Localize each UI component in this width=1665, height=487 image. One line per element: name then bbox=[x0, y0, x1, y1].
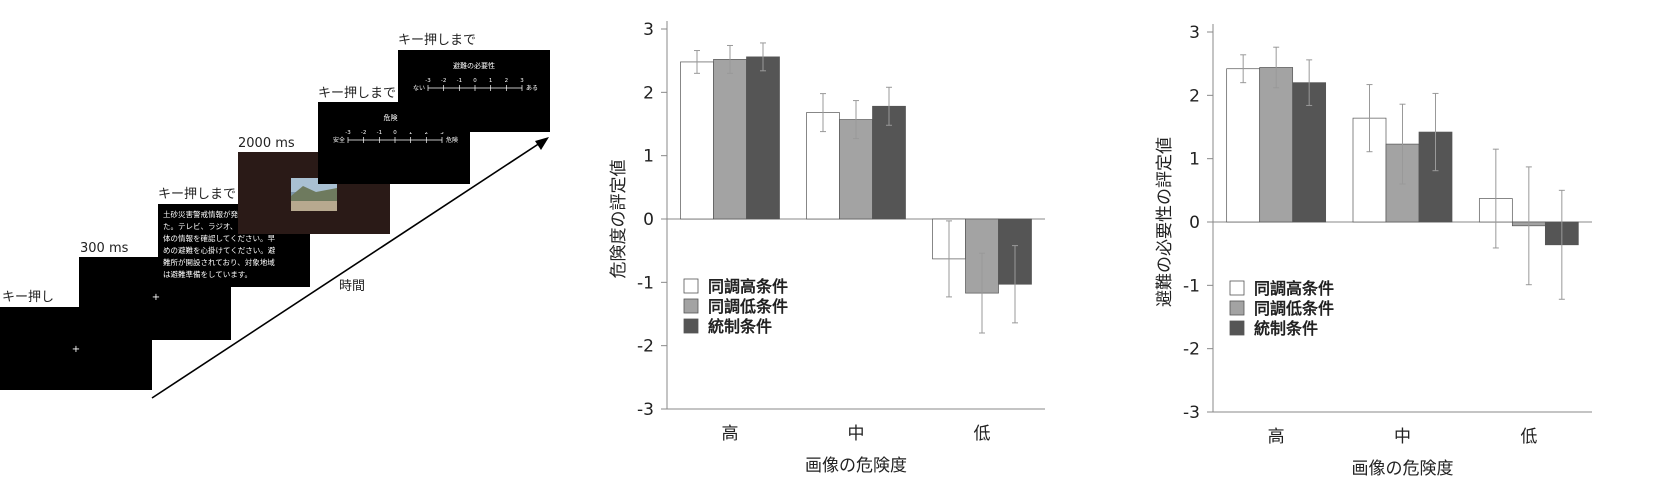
frame-label: キー押しまで bbox=[158, 187, 236, 202]
warning-line: た。テレビ、ラジオ、および自治 bbox=[163, 221, 275, 231]
time-axis-label: 時間 bbox=[339, 279, 365, 294]
procedure-diagram: キー押し + 300 ms + キー押しまで 土砂災害警戒情報が発令されまし た… bbox=[0, 33, 550, 399]
scale-left-anchor: ない bbox=[413, 85, 425, 92]
scale-tick-label: 2 bbox=[425, 130, 429, 136]
y-tick-label: 0 bbox=[643, 210, 654, 230]
frame-label: 300 ms bbox=[80, 241, 129, 256]
frame-screen bbox=[398, 50, 550, 132]
frame-label: キー押し bbox=[2, 290, 54, 305]
scale-tick-label: -1 bbox=[457, 78, 462, 84]
scale-ticks: -3 -2 -1 0 1 2 3 bbox=[425, 78, 524, 91]
y-tick-label: -1 bbox=[637, 273, 654, 293]
warning-line: 体の情報を確認してください。早 bbox=[163, 233, 276, 243]
scale-tick-label: 3 bbox=[440, 130, 444, 136]
fixation-cross: + bbox=[152, 292, 160, 303]
scale-tick-label: -2 bbox=[361, 130, 366, 136]
x-tick-label: 低 bbox=[1520, 427, 1537, 447]
legend-swatch bbox=[1229, 320, 1245, 336]
warning-line: は避難準備をしています。 bbox=[163, 269, 252, 279]
x-axis-label: 画像の危険度 bbox=[1352, 459, 1454, 479]
y-tick-label: 3 bbox=[1189, 23, 1200, 43]
x-tick-label: 高 bbox=[722, 424, 739, 444]
x-tick-label: 低 bbox=[974, 424, 991, 444]
x-axis-label: 画像の危険度 bbox=[805, 456, 907, 476]
x-tick-label: 中 bbox=[848, 424, 865, 444]
scale-tick-label: 2 bbox=[505, 78, 509, 84]
fixation-cross: + bbox=[72, 344, 80, 355]
scale-tick-label: -3 bbox=[345, 130, 351, 136]
scale-title: 避難の必要性 bbox=[453, 61, 495, 70]
y-tick-label: 0 bbox=[1189, 213, 1200, 233]
scale-ticks: -3 -2 -1 0 1 2 3 bbox=[345, 130, 444, 143]
warning-line: 土砂災害警戒情報が発令されまし bbox=[163, 209, 276, 219]
scale-right-anchor: ある bbox=[526, 85, 538, 92]
legend-swatch bbox=[1229, 300, 1245, 316]
y-tick-label: -2 bbox=[1183, 340, 1200, 360]
y-tick-label: 3 bbox=[643, 20, 654, 40]
frame-label: キー押しまで bbox=[318, 86, 396, 101]
scale-tick-label: 1 bbox=[409, 130, 413, 136]
y-tick-label: -3 bbox=[1183, 403, 1200, 423]
bar bbox=[1259, 67, 1294, 223]
legend-label: 同調低条件 bbox=[708, 297, 788, 316]
scale-tick-label: 0 bbox=[473, 78, 477, 84]
y-tick-label: 2 bbox=[643, 83, 654, 103]
legend-swatch bbox=[683, 318, 699, 334]
legend-swatch bbox=[1229, 280, 1245, 296]
scale-title: 危険度 bbox=[384, 113, 405, 122]
bar bbox=[713, 59, 747, 220]
x-tick-label: 高 bbox=[1268, 427, 1285, 447]
frame-danger-scale: キー押しまで 危険度 安全 危険 -3 -2 -1 0 1 2 3 bbox=[318, 86, 470, 184]
warning-line: めの避難を心掛けてください。避 bbox=[163, 245, 276, 255]
scale-left-anchor: 安全 bbox=[333, 136, 345, 144]
bar bbox=[680, 61, 714, 220]
y-tick-label: 1 bbox=[1189, 150, 1200, 170]
frame-label: キー押しまで bbox=[398, 33, 476, 48]
legend-swatch bbox=[683, 278, 699, 294]
scale-tick-label: 3 bbox=[520, 78, 524, 84]
warning-line: 難所が開設されており、対象地域 bbox=[163, 257, 275, 267]
frame-label: 2000 ms bbox=[238, 136, 295, 151]
y-tick-label: 2 bbox=[1189, 86, 1200, 106]
y-tick-label: -1 bbox=[1183, 276, 1200, 296]
scale-tick-label: 1 bbox=[489, 78, 493, 84]
scale-tick-label: -1 bbox=[377, 130, 382, 136]
y-axis-label: 危険度の評定値 bbox=[609, 160, 629, 279]
scale-tick-label: 0 bbox=[393, 130, 397, 136]
x-tick-label: 中 bbox=[1394, 427, 1411, 447]
legend-label: 同調高条件 bbox=[1254, 279, 1334, 298]
y-tick-label: -2 bbox=[637, 337, 654, 357]
legend-swatch bbox=[683, 298, 699, 314]
time-arrow bbox=[151, 137, 549, 399]
landslide-photo bbox=[291, 178, 337, 211]
frame-evacuation-scale: キー押しまで 避難の必要性 ない ある -3 -2 -1 0 1 2 3 bbox=[398, 33, 550, 132]
y-axis-label: 避難の必要性の評定値 bbox=[1155, 137, 1175, 307]
legend-label: 同調高条件 bbox=[708, 277, 788, 296]
y-tick-label: -3 bbox=[637, 400, 654, 420]
evacuation-need-chart: 3 2 1 0 -1 -2 -3 高 中 低画像の危険度 避難の必要性の評定値同調高条件同調低条件統… bbox=[1155, 23, 1592, 479]
bar bbox=[1226, 68, 1261, 223]
legend-label: 統制条件 bbox=[708, 317, 772, 336]
legend-label: 統制条件 bbox=[1254, 319, 1318, 338]
scale-tick-label: -2 bbox=[441, 78, 446, 84]
legend-label: 同調低条件 bbox=[1254, 299, 1334, 318]
scale-right-anchor: 危険 bbox=[446, 136, 458, 144]
y-tick-label: 1 bbox=[643, 147, 654, 167]
scale-tick-label: -3 bbox=[425, 78, 431, 84]
bar bbox=[746, 56, 780, 220]
